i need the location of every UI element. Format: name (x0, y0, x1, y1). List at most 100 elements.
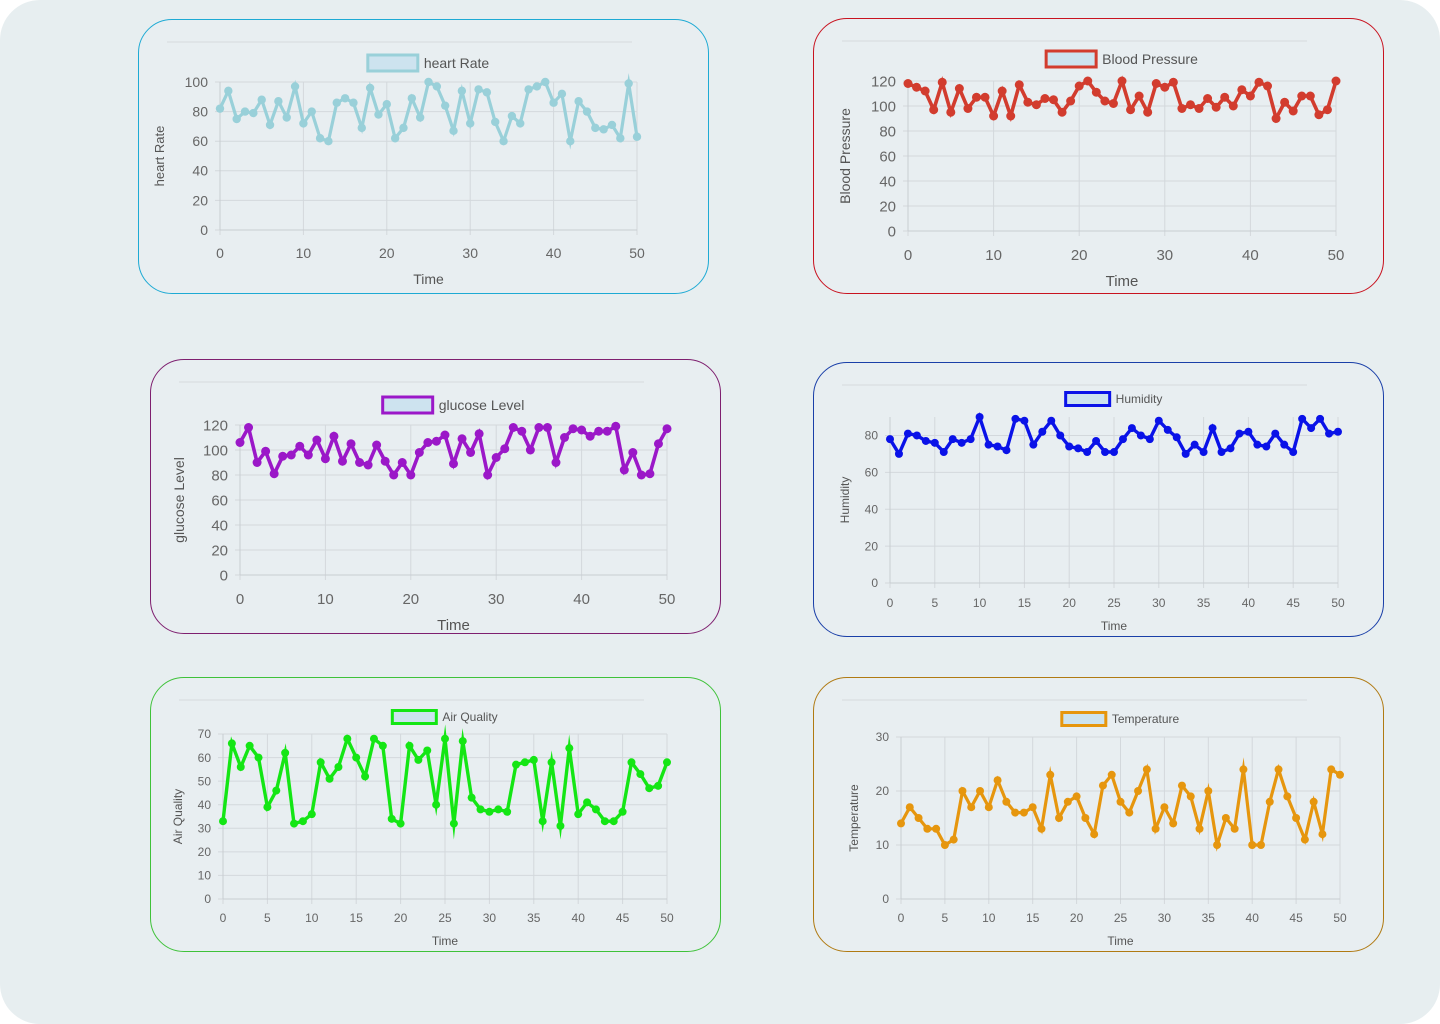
data-point (1185, 100, 1195, 110)
data-point (236, 763, 245, 771)
blood-pressure-chart: 0 10 20 30 40 50 0 20 40 60 80 100 120 Time Blood Pres… (837, 40, 1344, 290)
data-point (334, 763, 343, 771)
data-point (1297, 91, 1307, 101)
data-point (1254, 77, 1264, 87)
data-point (1049, 95, 1059, 105)
data-point (290, 819, 299, 828)
data-point (1239, 765, 1248, 774)
data-point (1263, 81, 1273, 91)
data-point (948, 435, 957, 444)
data-point (378, 741, 387, 750)
data-point (269, 469, 279, 479)
data-point (1280, 97, 1290, 107)
data-point (1083, 76, 1093, 86)
y-tick-label: 20 (865, 539, 879, 553)
data-point (897, 819, 905, 828)
data-point (1262, 442, 1271, 451)
data-point (1228, 101, 1238, 111)
x-axis-label: Time (413, 271, 444, 287)
y-axis-label: Blood Pressure (837, 108, 853, 204)
data-point (1265, 797, 1274, 806)
data-point (1142, 765, 1151, 774)
data-point (1118, 435, 1127, 444)
data-point (1151, 824, 1160, 833)
legend-label: Air Quality (442, 710, 497, 724)
x-tick-label: 50 (660, 911, 674, 925)
data-point (532, 82, 542, 91)
data-point (1125, 808, 1134, 817)
data-point (1244, 427, 1253, 436)
data-point (1126, 105, 1136, 115)
data-point (1211, 102, 1221, 112)
data-point (1181, 449, 1190, 458)
x-tick-label: 50 (1333, 911, 1347, 925)
data-point (1006, 111, 1016, 121)
glucose-level-chart: 0 10 20 30 40 50 0 20 40 60 80 100 120 Time glucose Le… (171, 381, 675, 633)
data-point (414, 448, 424, 457)
data-point (390, 134, 400, 143)
data-point (921, 436, 930, 445)
data-point (295, 441, 305, 451)
temperature-chart-card: 0 5 10 15 20 25 30 35 40 45 50 0 10 20 30 Time Temperatu… (813, 677, 1384, 952)
data-point (278, 451, 288, 461)
data-point (1274, 765, 1283, 774)
legend-label: heart Rate (424, 55, 490, 71)
y-tick-label: 40 (211, 517, 228, 534)
x-tick-label: 35 (1202, 911, 1216, 925)
data-point (1081, 814, 1090, 822)
data-point (1208, 424, 1217, 433)
data-point (476, 805, 485, 814)
data-point (1047, 416, 1056, 425)
data-point (1169, 819, 1178, 828)
data-point (399, 123, 408, 133)
y-axis-label: Air Quality (171, 789, 185, 844)
data-point (508, 423, 518, 432)
data-point (1307, 424, 1316, 433)
y-tick-label: 80 (865, 429, 879, 443)
data-point (547, 758, 556, 767)
data-point (975, 413, 984, 421)
data-point (1199, 448, 1208, 457)
x-tick-label: 30 (462, 245, 478, 261)
data-point (355, 458, 365, 467)
data-point (1056, 431, 1065, 440)
data-point (1217, 448, 1226, 457)
data-point (265, 120, 275, 130)
data-point (483, 470, 493, 480)
x-axis-label: Time (432, 934, 459, 948)
x-tick-label: 40 (572, 911, 586, 925)
data-point (440, 101, 450, 110)
y-tick-label: 0 (200, 222, 208, 238)
x-tick-label: 0 (236, 591, 244, 608)
data-point (1322, 105, 1332, 115)
x-tick-label: 5 (264, 911, 271, 925)
y-tick-label: 120 (871, 73, 896, 90)
data-point (312, 435, 322, 445)
y-tick-label: 0 (204, 892, 211, 906)
x-tick-label: 25 (438, 911, 452, 925)
y-axis-label: Humidity (838, 477, 852, 524)
data-point (299, 119, 308, 128)
data-point (397, 458, 407, 467)
data-point (307, 810, 316, 819)
legend-label: glucose Level (439, 397, 525, 413)
data-point (432, 800, 441, 809)
data-point (1040, 94, 1050, 103)
data-point (500, 444, 510, 454)
data-point (382, 100, 391, 109)
data-point (1300, 835, 1309, 844)
data-point (1327, 765, 1336, 774)
data-point (491, 117, 500, 127)
data-point (636, 770, 645, 779)
data-point (1305, 91, 1315, 101)
data-point (602, 426, 612, 436)
data-point (984, 440, 993, 449)
data-point (525, 445, 535, 455)
y-tick-label: 0 (871, 576, 878, 590)
data-point (365, 83, 375, 93)
data-point (971, 92, 981, 102)
data-point (529, 755, 538, 764)
y-tick-label: 0 (882, 892, 889, 906)
data-point (1288, 106, 1298, 116)
y-tick-label: 20 (876, 784, 890, 798)
